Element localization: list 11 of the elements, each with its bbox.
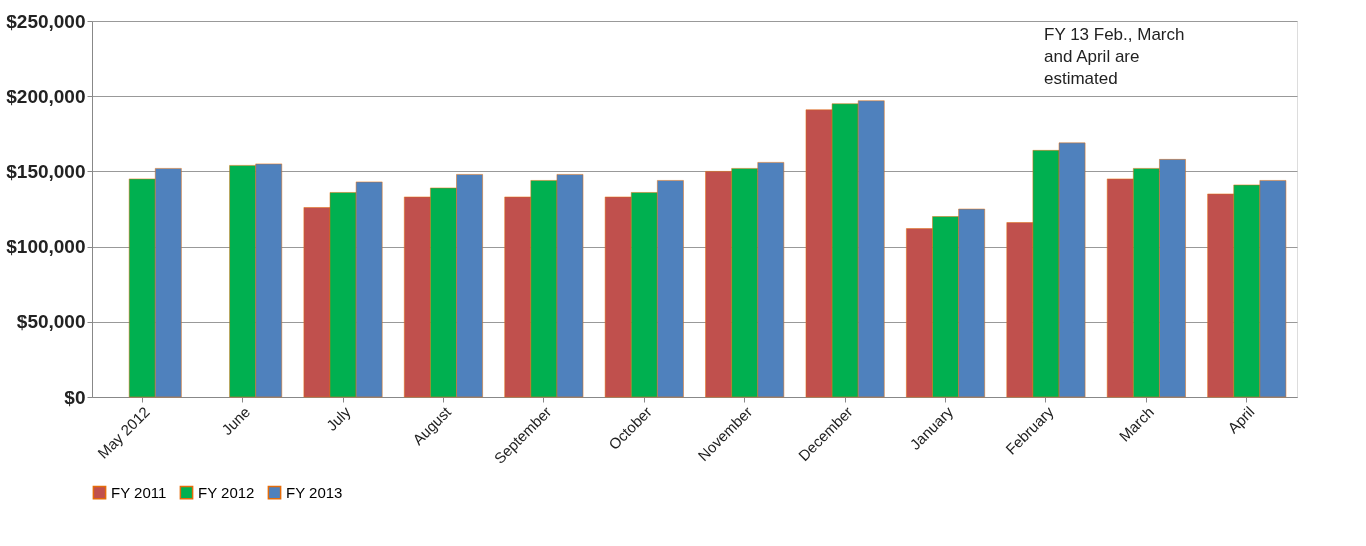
legend-label: FY 2013 [286,483,343,501]
y-tick-label: $0 [64,386,86,408]
legend-label: FY 2011 [111,483,167,501]
y-tick-label: $250,000 [6,10,86,32]
y-tick-label: $100,000 [6,236,86,258]
x-tick-label: July [322,402,354,434]
y-tick-label: $50,000 [16,311,86,333]
y-tick-label: $150,000 [6,160,86,182]
annotation: FY 13 Feb., March and April are estimated [1044,25,1185,88]
legend-label: FY 2012 [198,483,255,501]
y-tick-label: $200,000 [6,85,86,107]
